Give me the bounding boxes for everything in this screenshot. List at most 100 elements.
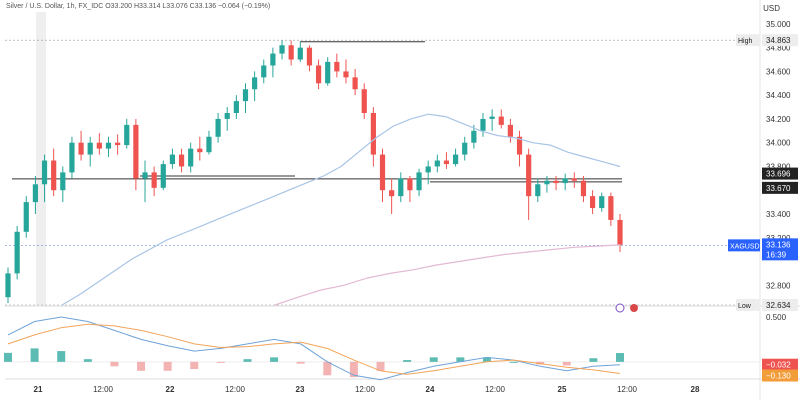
candle[interactable] bbox=[297, 47, 303, 60]
macd-histogram-bar bbox=[163, 361, 172, 371]
low-value-label-tag-bg bbox=[736, 299, 760, 311]
candle[interactable] bbox=[115, 142, 121, 146]
candle[interactable] bbox=[160, 164, 166, 188]
candle[interactable] bbox=[599, 196, 605, 209]
candle[interactable] bbox=[78, 142, 84, 155]
candle[interactable] bbox=[151, 172, 157, 188]
candle[interactable] bbox=[498, 116, 504, 125]
candle[interactable] bbox=[105, 142, 112, 149]
candle[interactable] bbox=[443, 160, 450, 165]
candle[interactable] bbox=[379, 154, 386, 191]
candle[interactable] bbox=[589, 196, 596, 209]
price-tick-label: 32.800 bbox=[766, 281, 791, 290]
session-shade bbox=[36, 12, 46, 305]
candle[interactable] bbox=[87, 142, 93, 155]
candle[interactable] bbox=[562, 178, 568, 184]
moving-average-line bbox=[61, 113, 621, 306]
macd-histogram-bar bbox=[589, 358, 598, 362]
candle[interactable] bbox=[242, 89, 249, 102]
us-flag-icon[interactable] bbox=[630, 304, 638, 312]
candle[interactable] bbox=[224, 112, 230, 119]
candle[interactable] bbox=[306, 47, 313, 66]
candle[interactable] bbox=[544, 180, 550, 185]
candle[interactable] bbox=[516, 136, 523, 155]
candle[interactable] bbox=[32, 184, 39, 203]
candle[interactable] bbox=[206, 136, 212, 153]
candle[interactable] bbox=[41, 160, 48, 185]
candle[interactable] bbox=[23, 202, 29, 232]
candle[interactable] bbox=[389, 190, 395, 197]
time-axis-label: 12:00 bbox=[355, 385, 376, 394]
candle[interactable] bbox=[553, 180, 559, 184]
time-axis-label: 12:00 bbox=[485, 385, 506, 394]
macd-histogram-bar bbox=[137, 361, 146, 371]
candle[interactable] bbox=[452, 154, 459, 165]
signal-line bbox=[7, 323, 621, 375]
high-value-label-bg bbox=[762, 34, 798, 47]
candle[interactable] bbox=[535, 184, 541, 197]
price-tick-label: 33.400 bbox=[766, 210, 791, 219]
candle[interactable] bbox=[352, 77, 358, 90]
candle[interactable] bbox=[178, 154, 185, 167]
time-axis-label: 25 bbox=[558, 385, 567, 394]
candle[interactable] bbox=[288, 45, 294, 60]
candle[interactable] bbox=[261, 65, 267, 78]
symbol-tag-bg bbox=[728, 239, 760, 252]
candle[interactable] bbox=[215, 118, 221, 137]
candle[interactable] bbox=[252, 77, 258, 90]
level1-label-bg bbox=[762, 167, 798, 180]
candle[interactable] bbox=[471, 130, 477, 143]
candle[interactable] bbox=[124, 124, 130, 146]
macd-value-label: −0.032 bbox=[766, 361, 791, 370]
time-axis-label: 12:00 bbox=[617, 385, 638, 394]
candle[interactable] bbox=[343, 71, 349, 78]
time-axis-label: 23 bbox=[296, 385, 305, 394]
candle[interactable] bbox=[462, 142, 468, 155]
macd-histogram-bar bbox=[216, 361, 225, 363]
candle[interactable] bbox=[5, 273, 11, 298]
candle[interactable] bbox=[489, 116, 495, 119]
candle[interactable] bbox=[188, 148, 194, 167]
candle[interactable] bbox=[571, 178, 577, 181]
candle[interactable] bbox=[279, 45, 285, 54]
macd-histogram-bar bbox=[509, 361, 518, 363]
candle[interactable] bbox=[233, 101, 239, 113]
candle[interactable] bbox=[480, 118, 486, 131]
candle[interactable] bbox=[325, 61, 331, 84]
candle[interactable] bbox=[60, 172, 66, 191]
candle[interactable] bbox=[334, 61, 340, 72]
candle[interactable] bbox=[14, 231, 20, 274]
candle[interactable] bbox=[142, 172, 148, 179]
candle[interactable] bbox=[407, 178, 413, 191]
time-axis-label: 28 bbox=[691, 385, 700, 394]
candle[interactable] bbox=[361, 89, 367, 113]
candle[interactable] bbox=[425, 166, 431, 173]
event-icon[interactable] bbox=[615, 303, 625, 313]
price-tick-label: 33.800 bbox=[766, 162, 791, 171]
macd-value-bg bbox=[762, 358, 798, 371]
candle[interactable] bbox=[608, 196, 614, 220]
candle[interactable] bbox=[51, 160, 57, 191]
candle[interactable] bbox=[617, 219, 623, 245]
macd-histogram-bar bbox=[482, 357, 491, 362]
candle[interactable] bbox=[434, 160, 440, 167]
candle[interactable] bbox=[398, 178, 404, 197]
candle[interactable] bbox=[96, 142, 102, 149]
candle[interactable] bbox=[315, 65, 322, 84]
level2-label-bg bbox=[762, 181, 798, 194]
candle[interactable] bbox=[69, 142, 75, 173]
candle[interactable] bbox=[270, 53, 276, 66]
candle[interactable] bbox=[370, 112, 376, 155]
candle[interactable] bbox=[169, 154, 176, 165]
currency-label: USD bbox=[763, 4, 780, 13]
price-tick-label: 34.600 bbox=[766, 67, 791, 76]
candle[interactable] bbox=[133, 124, 139, 179]
candle[interactable] bbox=[526, 154, 532, 197]
candle[interactable] bbox=[416, 172, 422, 191]
candle[interactable] bbox=[507, 124, 513, 137]
candle[interactable] bbox=[580, 180, 587, 197]
candle[interactable] bbox=[197, 148, 203, 153]
countdown-label: 16:39 bbox=[766, 250, 787, 259]
time-axis-label: 21 bbox=[34, 385, 43, 394]
